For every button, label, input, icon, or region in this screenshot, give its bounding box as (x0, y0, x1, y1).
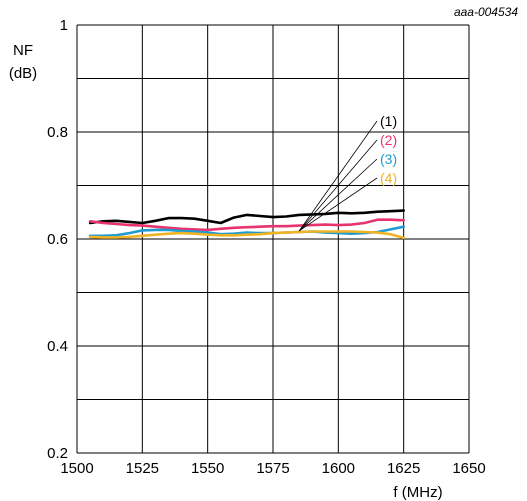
tick-labels: 1500 1525 1550 1575 1600 1625 1650 0.2 0.4 0.6 0.8… (47, 17, 486, 477)
legend-label: (1) (380, 113, 397, 129)
series-lines (88, 209, 406, 240)
x-tick-label: 1500 (60, 460, 93, 477)
y-axis-label-line2: (dB) (9, 65, 37, 82)
x-axis-label: f (MHz) (393, 484, 442, 501)
y-tick-label: 1 (60, 17, 68, 34)
y-tick-label: 0.4 (47, 338, 68, 355)
legend-callouts: (1) (2) (3) (4) (298, 113, 397, 232)
y-tick-label: 0.2 (47, 445, 68, 462)
x-tick-label: 1650 (452, 460, 485, 477)
x-tick-label: 1625 (387, 460, 420, 477)
series-line (88, 209, 406, 225)
figure-id: aaa-004534 (454, 5, 518, 19)
legend-label: (3) (380, 151, 397, 167)
x-tick-label: 1525 (126, 460, 159, 477)
series-line (88, 230, 406, 240)
legend-leader-line (298, 139, 378, 232)
x-tick-label: 1575 (256, 460, 289, 477)
y-tick-label: 0.6 (47, 231, 68, 248)
x-tick-label: 1600 (322, 460, 355, 477)
grid (76, 24, 470, 454)
y-axis-label-line1: NF (13, 42, 33, 59)
legend-leader-line (298, 177, 378, 232)
series-line (88, 218, 406, 232)
legend-label: (4) (380, 170, 397, 186)
y-tick-label: 0.8 (47, 124, 68, 141)
legend-leader-line (298, 120, 378, 232)
x-tick-label: 1550 (191, 460, 224, 477)
legend-label: (2) (380, 132, 397, 148)
series-line (88, 225, 406, 238)
legend-leader-line (298, 158, 378, 232)
